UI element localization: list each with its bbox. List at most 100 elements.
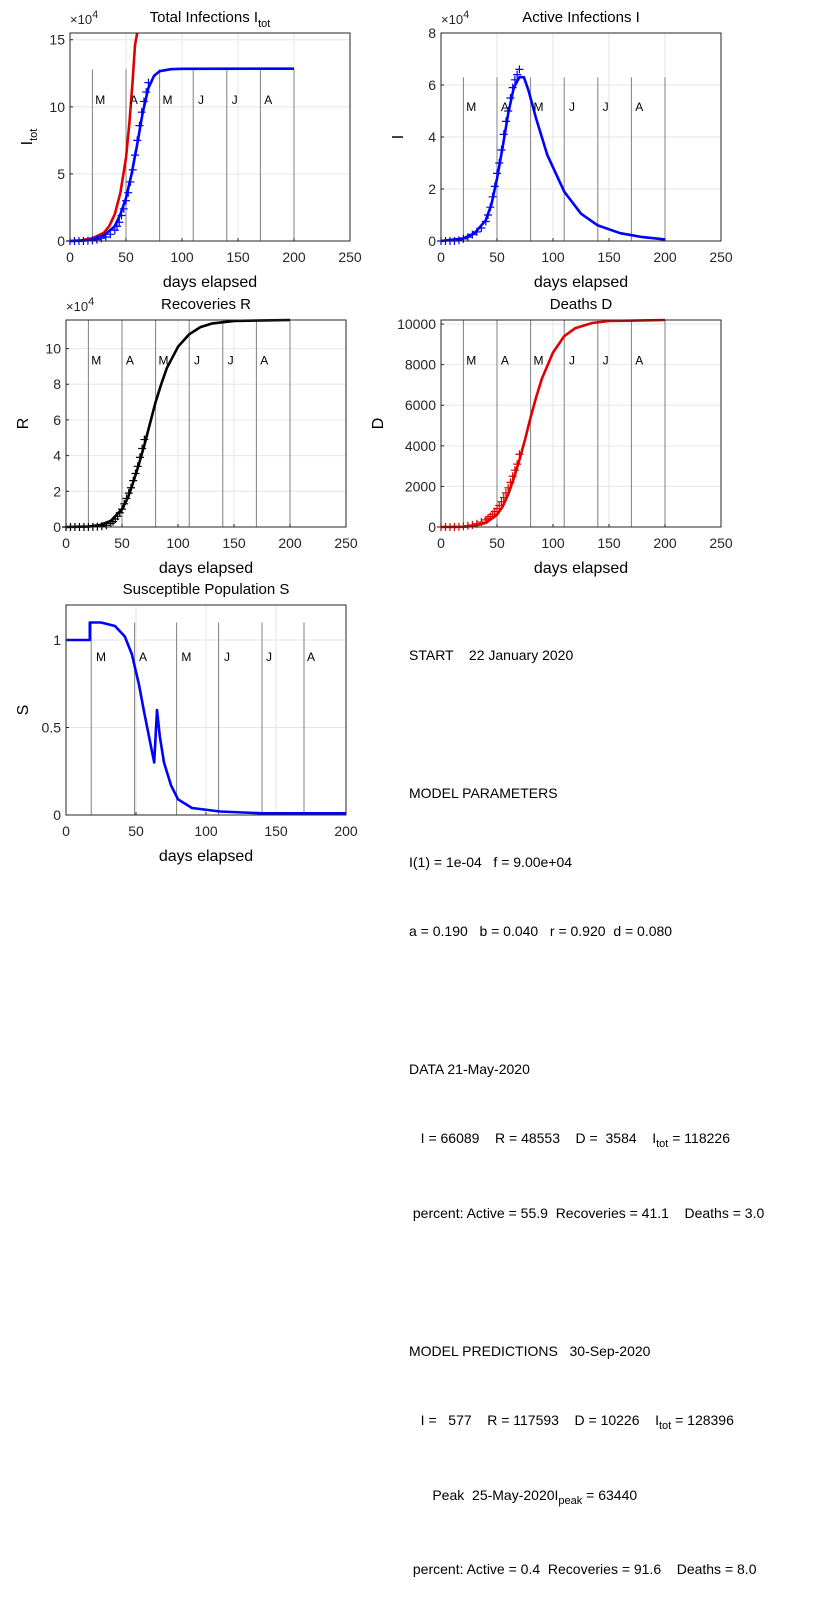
x-tick-label: 0	[62, 535, 70, 551]
data-point-marker	[110, 226, 119, 235]
x-tick-label: 50	[489, 535, 505, 551]
plot-frame	[65, 319, 347, 528]
x-tick-label: 50	[118, 249, 134, 265]
month-label: A	[307, 650, 315, 664]
predictions-line-1: I = 577 R = 117593 D = 10226 Itot = 1283…	[409, 1409, 829, 1438]
peak-text: Peak 25-May-2020I	[409, 1486, 559, 1503]
peak-subscript: peak	[558, 1494, 583, 1507]
y-tick-label: 0	[428, 233, 436, 249]
month-label: M	[181, 650, 191, 664]
data-point-marker	[139, 97, 148, 106]
data-point-marker	[140, 435, 149, 444]
month-label: M	[91, 354, 101, 368]
x-tick-label: 250	[334, 535, 358, 551]
month-label: J	[266, 650, 272, 664]
y-tick-label: 8000	[405, 357, 436, 373]
month-label: M	[96, 650, 106, 664]
data-line-1-subscript: tot	[656, 1137, 669, 1150]
data-point-marker	[472, 227, 481, 236]
month-label: J	[224, 650, 230, 664]
start-date: 22 January 2020	[468, 647, 574, 663]
month-label: A	[126, 354, 134, 368]
data-point-marker	[92, 235, 101, 244]
data-point-marker	[499, 493, 508, 502]
total-infections-chart: M A M J J A 0 50 100 150 200 250 0 5 10 15 ×104 Total Inf…	[19, 9, 362, 291]
month-label: J	[569, 354, 575, 368]
x-tick-label: 150	[597, 249, 621, 265]
plot-area	[66, 320, 346, 527]
data-point-marker	[102, 521, 111, 530]
x-axis-label: days elapsed	[159, 848, 253, 865]
month-label: M	[466, 100, 476, 114]
y-tick-label: 6000	[405, 397, 436, 413]
month-label: A	[260, 354, 268, 368]
recoveries-chart: M A M J J A 0 50 100 150 200 250 0 2 4 6 8 10 ×104 Recoveri…	[15, 296, 358, 577]
x-tick-label: 200	[282, 249, 306, 265]
chart-title: Susceptible Population S	[123, 581, 290, 598]
data-point-marker	[124, 489, 133, 498]
data-point-marker	[515, 65, 524, 74]
x-tick-label: 200	[278, 535, 302, 551]
x-axis-label: days elapsed	[534, 560, 628, 577]
data-point-marker	[142, 88, 151, 97]
data-point-marker	[506, 94, 515, 102]
plot-area	[70, 33, 350, 241]
plot-frame	[440, 319, 722, 528]
predictions-line-1-text: I = 577 R = 117593 D = 10226 I	[409, 1411, 659, 1428]
x-tick-label: 100	[170, 249, 194, 265]
start-line: START 22 January 2020	[409, 644, 829, 667]
data-point-marker	[486, 203, 495, 212]
chart-title: Active Infections I	[522, 9, 640, 26]
data-point-marker	[117, 211, 126, 220]
month-label: J	[228, 354, 234, 368]
predictions-line-3: percent: Active = 0.4 Recoveries = 91.6 …	[409, 1561, 757, 1578]
y-tick-label: 4	[53, 448, 61, 464]
data-point-marker	[495, 159, 504, 167]
x-tick-label: 100	[541, 249, 565, 265]
month-label: M	[158, 354, 168, 368]
series-line	[440, 75, 666, 243]
month-label: J	[198, 93, 204, 107]
data-point-marker	[501, 117, 510, 126]
y-tick-label: 10000	[397, 316, 436, 332]
y-tick-label: 6	[428, 77, 436, 93]
data-point-marker	[510, 75, 519, 84]
data-line-2: percent: Active = 55.9 Recoveries = 41.1…	[409, 1204, 765, 1221]
plot-frame	[69, 32, 351, 242]
series-line	[69, 67, 295, 243]
model-summary-panel: START 22 January 2020 MODEL PARAMETERS I…	[409, 598, 829, 1604]
data-point-marker	[135, 121, 144, 130]
x-axis-label: days elapsed	[163, 274, 257, 291]
data-point-marker	[472, 519, 481, 528]
predictions-line-1-subscript: tot	[658, 1419, 672, 1432]
data-point-marker	[497, 497, 506, 506]
data-point-marker	[131, 469, 140, 478]
data-point-marker	[126, 177, 135, 186]
data-point-marker	[504, 107, 513, 115]
y-axis-label: S	[15, 705, 32, 716]
x-tick-label: 200	[653, 535, 677, 551]
x-tick-label: 200	[653, 249, 677, 265]
plot-area	[441, 320, 721, 527]
axis-exponent: ×104	[441, 9, 469, 27]
x-tick-label: 150	[222, 535, 246, 551]
month-label: J	[603, 354, 609, 368]
y-tick-label: 6	[53, 412, 61, 428]
month-label: M	[533, 354, 543, 368]
data-point-marker	[490, 182, 499, 191]
data-point-marker	[493, 169, 501, 178]
y-tick-label: 0.5	[42, 720, 62, 736]
y-axis-label: R	[15, 418, 32, 430]
x-axis-label: days elapsed	[159, 560, 253, 577]
data-point-marker	[133, 136, 142, 145]
y-tick-label: 0	[53, 519, 61, 535]
chart-title: Deaths D	[550, 296, 613, 313]
axis-exponent: ×104	[70, 9, 98, 27]
x-tick-label: 0	[437, 535, 445, 551]
active-infections-chart: M A M J J A 0 50 100 150 200 250 0 2 4 6 8 ×104 Active Inf…	[390, 9, 733, 291]
data-point-marker	[497, 146, 506, 154]
y-tick-label: 2	[53, 483, 61, 499]
axis-exponent: ×104	[66, 296, 94, 314]
x-tick-label: 250	[338, 249, 362, 265]
